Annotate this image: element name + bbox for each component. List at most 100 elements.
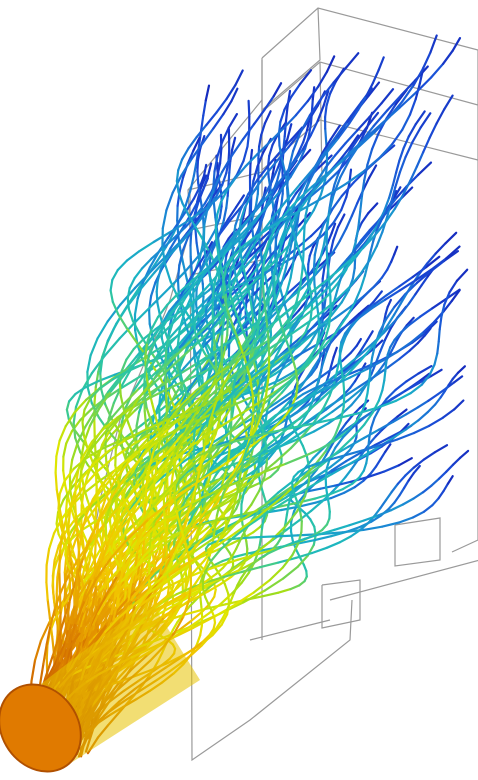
streamline-segment bbox=[350, 101, 363, 118]
streamline-segment bbox=[102, 416, 119, 431]
streamline-segment bbox=[386, 93, 403, 112]
streamline-segment bbox=[162, 531, 182, 547]
streamline-segment bbox=[225, 194, 229, 209]
streamline-segment bbox=[275, 391, 293, 404]
streamline-segment bbox=[290, 220, 297, 237]
streamline-segment bbox=[369, 239, 375, 254]
streamline-segment bbox=[230, 87, 239, 103]
streamline-segment bbox=[259, 250, 264, 264]
streamline-segment bbox=[299, 114, 311, 134]
streamline-segment bbox=[230, 413, 253, 433]
streamline-segment bbox=[386, 260, 393, 271]
streamline-segment bbox=[237, 300, 249, 316]
streamline-segment bbox=[119, 370, 131, 389]
streamline-segment bbox=[196, 426, 220, 443]
streamline-segment bbox=[279, 108, 286, 124]
streamline-segment bbox=[111, 369, 130, 381]
streamline-segment bbox=[405, 372, 420, 383]
streamline-segment bbox=[254, 192, 259, 208]
streamline-segment bbox=[212, 170, 224, 190]
streamline-segment bbox=[62, 442, 68, 458]
streamline-segment bbox=[157, 392, 167, 408]
streamline-segment bbox=[223, 240, 233, 256]
streamline-segment bbox=[273, 236, 278, 254]
streamline-segment bbox=[177, 280, 192, 295]
streamline-segment bbox=[339, 422, 348, 433]
streamline-segment bbox=[217, 338, 234, 351]
streamline-segment bbox=[278, 370, 295, 382]
streamline-segment bbox=[132, 337, 145, 351]
streamline-segment bbox=[64, 514, 69, 532]
streamline-segment bbox=[218, 491, 225, 506]
streamline-segment bbox=[186, 379, 196, 394]
streamline-segment bbox=[101, 429, 111, 446]
streamline-segment bbox=[176, 440, 199, 458]
streamline-segment bbox=[189, 255, 193, 269]
streamline-segment bbox=[132, 372, 146, 392]
streamline-segment bbox=[214, 186, 229, 202]
streamline-segment bbox=[147, 366, 173, 390]
streamline-segment bbox=[151, 402, 158, 422]
streamline-segment bbox=[244, 442, 259, 458]
bottom-lip-edge bbox=[329, 559, 478, 601]
streamline-segment bbox=[288, 322, 308, 336]
streamline-segment bbox=[369, 435, 377, 444]
streamline-segment bbox=[208, 406, 229, 428]
streamline-segment bbox=[192, 136, 201, 152]
bottom-lip-edge bbox=[394, 517, 441, 567]
streamline-segment bbox=[196, 547, 211, 559]
streamline-segment bbox=[104, 509, 110, 525]
streamline-segment bbox=[307, 487, 322, 493]
streamline-segment bbox=[228, 270, 232, 284]
streamline-segment bbox=[383, 313, 387, 323]
streamline-segment bbox=[208, 374, 224, 390]
streamline-segment bbox=[214, 352, 218, 372]
streamline-segment bbox=[148, 532, 153, 547]
streamline-segment bbox=[348, 108, 360, 125]
streamline-segment bbox=[214, 514, 219, 527]
streamline-segment bbox=[86, 354, 92, 373]
streamline-segment bbox=[233, 552, 250, 559]
streamline-segment bbox=[132, 395, 153, 408]
streamline-segment bbox=[156, 301, 161, 316]
streamline-segment bbox=[235, 499, 241, 510]
streamline-segment bbox=[341, 335, 347, 347]
streamline-segment bbox=[330, 194, 343, 212]
streamline-segment bbox=[271, 397, 291, 411]
streamline-segment bbox=[260, 189, 274, 205]
streamline-segment bbox=[247, 342, 270, 364]
streamline-segment bbox=[235, 233, 247, 252]
streamline-segment bbox=[219, 499, 232, 508]
streamline-segment bbox=[134, 532, 145, 548]
streamline-segment bbox=[154, 458, 159, 476]
streamline-segment bbox=[246, 130, 251, 148]
streamline-segment bbox=[159, 479, 177, 498]
streamline-segment bbox=[214, 266, 221, 282]
streamline-segment bbox=[262, 493, 267, 503]
streamline-segment bbox=[234, 165, 247, 180]
streamline-segment bbox=[128, 547, 144, 561]
streamline-segment bbox=[195, 634, 202, 647]
streamline-segment bbox=[182, 536, 197, 556]
streamline-segment bbox=[366, 148, 374, 166]
streamline-segment bbox=[55, 511, 60, 525]
streamline-segment bbox=[240, 571, 250, 585]
streamline-segment bbox=[106, 322, 118, 342]
streamline-segment bbox=[285, 505, 290, 516]
streamline-segment bbox=[70, 603, 76, 625]
streamline-segment bbox=[82, 538, 92, 560]
streamline-segment bbox=[125, 447, 135, 462]
streamline-segment bbox=[363, 302, 376, 314]
streamline-segment bbox=[312, 336, 323, 352]
streamline-segment bbox=[340, 195, 348, 211]
streamline-segment bbox=[166, 292, 180, 307]
streamline-segment bbox=[373, 276, 383, 288]
outlet-box-edge bbox=[261, 7, 321, 111]
streamline-segment bbox=[224, 456, 230, 474]
streamline-segment bbox=[216, 140, 224, 158]
streamline-segment bbox=[298, 178, 309, 196]
streamline-segment bbox=[254, 225, 273, 238]
streamline-segment bbox=[263, 95, 275, 111]
streamline-segment bbox=[297, 300, 307, 312]
streamline-segment bbox=[396, 408, 408, 418]
